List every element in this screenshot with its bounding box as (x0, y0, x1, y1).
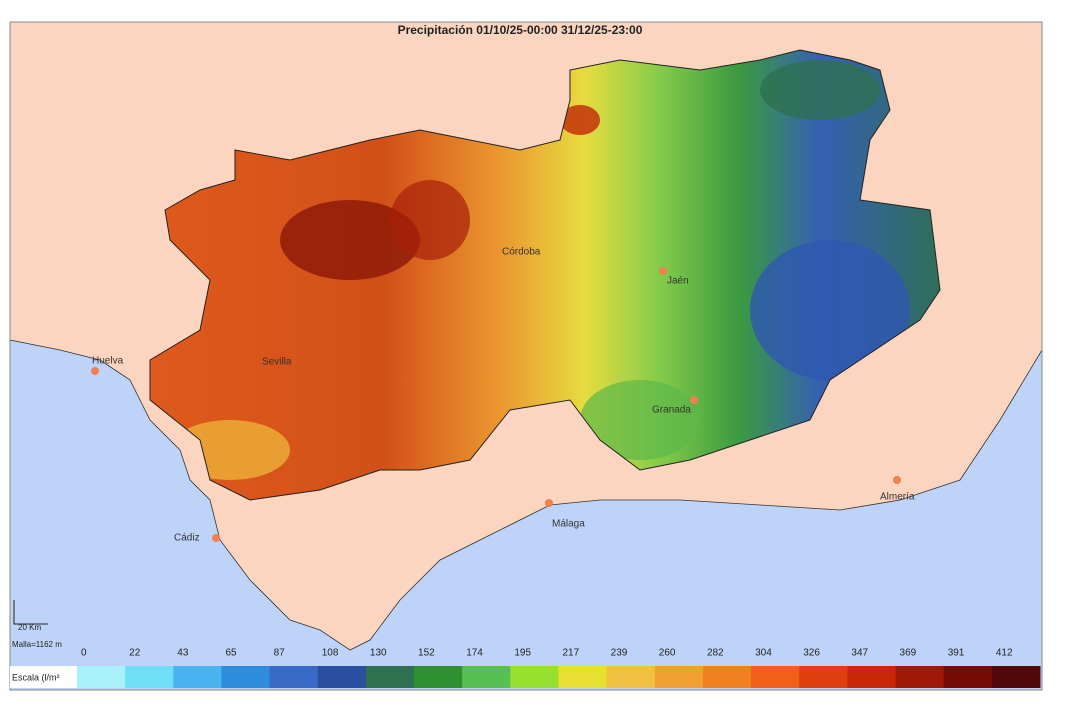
scale-swatch (558, 666, 608, 688)
scale-swatch (654, 666, 704, 688)
city-label: Almería (880, 492, 915, 503)
scale-tick-label: 22 (129, 648, 141, 659)
city-label: Jaén (667, 276, 689, 287)
scale-label-box (10, 666, 77, 688)
city-markers (91, 267, 901, 542)
scale-swatch (269, 666, 319, 688)
scale-label: Escala (l/m² (12, 672, 60, 682)
scale-tick-label: 239 (611, 648, 628, 659)
city-label: Sevilla (262, 357, 292, 368)
scale-swatch (125, 666, 174, 688)
scale-swatch (751, 666, 800, 688)
scale-swatch (317, 666, 367, 688)
grid-size-label: Malla=1162 m (12, 640, 62, 649)
scale-swatch (77, 666, 126, 688)
scale-tick-label: 260 (659, 648, 676, 659)
scale-tick-label: 217 (563, 648, 580, 659)
scale-swatch (173, 666, 222, 688)
scale-swatch (991, 666, 1041, 688)
map-frame (9, 21, 1043, 691)
scale-swatch (702, 666, 752, 688)
city-label: Málaga (552, 519, 585, 530)
scale-swatch (462, 666, 511, 688)
scale-tick-label: 304 (755, 648, 772, 659)
scale-swatch (799, 666, 848, 688)
scale-tick-label: 0 (81, 648, 87, 659)
city-label: Córdoba (502, 247, 541, 258)
scale-tick-label: 195 (514, 648, 531, 659)
city-label: Granada (652, 405, 691, 416)
scale-tick-label: 65 (225, 648, 237, 659)
scale-tick-label: 130 (370, 648, 387, 659)
scale-tick-label: 326 (803, 648, 820, 659)
scale-tick-label: 347 (851, 648, 868, 659)
scale-tick-label: 282 (707, 648, 724, 659)
scale-swatch (943, 666, 993, 688)
scale-swatch (847, 666, 897, 688)
scale-tick-label: 174 (466, 648, 483, 659)
scale-tick-label: 369 (900, 648, 917, 659)
color-scale: 0 22 43 65 87 108 130 152 174 195 217 239 260 282 304 3… (77, 648, 1041, 688)
scale-swatch (365, 666, 415, 688)
scale-bar-label: 20 Km (18, 623, 41, 632)
scale-tick-label: 412 (996, 648, 1013, 659)
scale-swatch (895, 666, 945, 688)
scale-tick-label: 152 (418, 648, 435, 659)
scale-swatch (606, 666, 656, 688)
scale-tick-label: 87 (274, 648, 286, 659)
scale-swatch (510, 666, 559, 688)
map-title: Precipitación 01/10/25-00:00 31/12/25-23… (398, 23, 643, 37)
scale-swatch (414, 666, 463, 688)
scale-tick-label: 43 (177, 648, 189, 659)
scale-bar (13, 600, 48, 625)
scale-swatch (221, 666, 271, 688)
scale-tick-label: 108 (322, 648, 339, 659)
scale-tick-label: 391 (948, 648, 965, 659)
city-label: Cádiz (174, 533, 200, 544)
city-label: Huelva (92, 356, 124, 367)
